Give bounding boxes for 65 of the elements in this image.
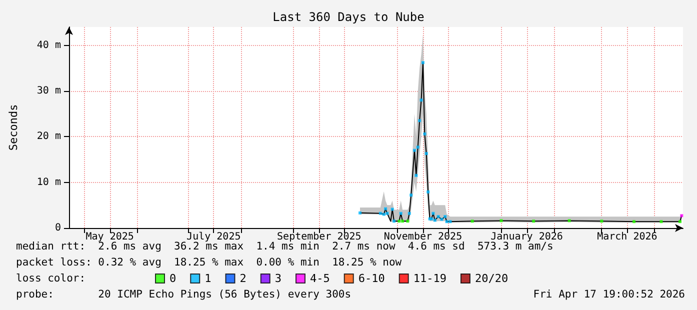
point bbox=[420, 98, 423, 102]
point bbox=[445, 220, 448, 224]
point bbox=[398, 220, 401, 223]
point bbox=[378, 212, 382, 215]
legend-label: 0 bbox=[170, 272, 176, 285]
point bbox=[386, 212, 389, 215]
point bbox=[433, 218, 436, 222]
point bbox=[418, 119, 422, 122]
chart-title: Last 360 Days to Nube bbox=[272, 10, 424, 24]
legend-label: 2 bbox=[240, 272, 246, 285]
point bbox=[680, 214, 684, 218]
y-axis-title: Seconds bbox=[7, 104, 20, 151]
point bbox=[436, 215, 440, 218]
point bbox=[410, 194, 413, 197]
y-tick-label: 0 bbox=[54, 222, 61, 234]
x-tick-label: March 2026 bbox=[597, 232, 658, 242]
point bbox=[448, 220, 452, 224]
x-tick-label: May 2025 bbox=[86, 232, 134, 242]
point bbox=[390, 208, 394, 211]
legend-label: 1 bbox=[204, 272, 212, 285]
legend-title: loss color: bbox=[16, 272, 86, 284]
y-tick-label: 30 m bbox=[36, 85, 61, 96]
x-tick-label: January 2026 bbox=[490, 232, 563, 242]
point bbox=[421, 61, 424, 64]
point bbox=[424, 152, 428, 156]
y-tick-label: 40 m bbox=[36, 40, 61, 51]
point bbox=[382, 212, 386, 216]
text: packet loss: 0.32 % avg 18.25 % max 0.00 % min 18.25 % now bbox=[16, 256, 402, 268]
x-tick-label: September 2025 bbox=[277, 232, 362, 242]
point bbox=[470, 220, 474, 223]
point bbox=[384, 207, 388, 210]
x-tick-label: November 2025 bbox=[384, 232, 462, 242]
point bbox=[500, 219, 503, 222]
y-tick-label: 10 m bbox=[36, 176, 61, 188]
x-tick-label: July 2025 bbox=[186, 232, 241, 242]
point bbox=[406, 220, 410, 223]
point bbox=[414, 174, 418, 177]
point bbox=[401, 220, 404, 223]
point bbox=[423, 132, 426, 136]
point bbox=[678, 220, 682, 224]
point bbox=[399, 212, 402, 215]
point bbox=[660, 220, 663, 224]
point bbox=[600, 220, 604, 223]
text: median rtt: 2.6 ms avg 36.2 ms max 1.4 ms min 2.7 ms now 4.6 ms sd 573.3 m am/s bbox=[16, 240, 554, 252]
y-tick-label: 20 m bbox=[36, 131, 61, 142]
point bbox=[392, 220, 396, 223]
point bbox=[408, 212, 411, 215]
point bbox=[568, 219, 571, 222]
legend-label: 4-5 bbox=[310, 272, 330, 285]
point bbox=[416, 146, 420, 149]
legend-label: 6-10 bbox=[358, 272, 385, 285]
legend-label: 11-19 bbox=[413, 272, 446, 285]
point bbox=[426, 190, 430, 194]
point bbox=[632, 220, 636, 224]
text: Fri Apr 17 19:00:52 2026 bbox=[533, 288, 685, 300]
point bbox=[444, 215, 447, 218]
line-series bbox=[360, 62, 682, 222]
legend-label: 20/20 bbox=[474, 272, 508, 285]
point bbox=[440, 218, 444, 221]
point bbox=[432, 212, 435, 215]
point bbox=[412, 148, 416, 152]
point bbox=[358, 211, 362, 214]
text: probe: 20 ICMP Echo Pings (56 Bytes) every 300s bbox=[16, 288, 352, 300]
point bbox=[532, 220, 536, 223]
legend-label: 3 bbox=[274, 272, 282, 285]
